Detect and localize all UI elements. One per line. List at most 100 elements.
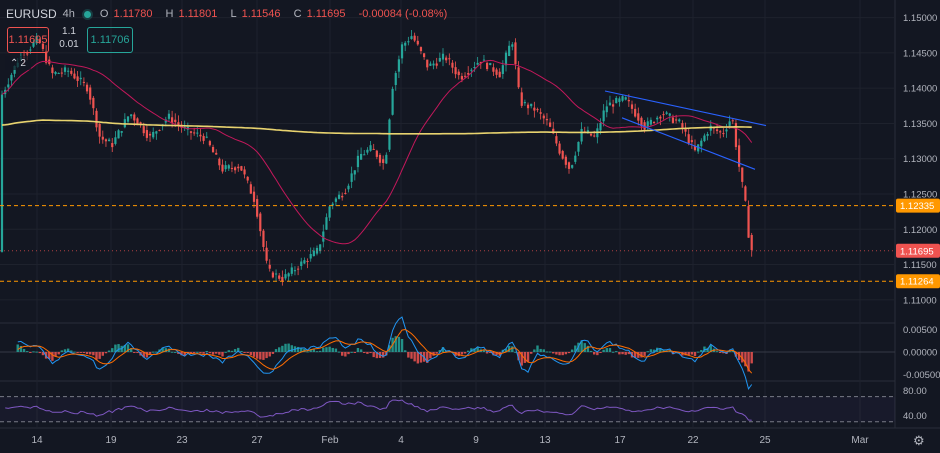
candle-body	[681, 123, 684, 128]
candle-body	[63, 67, 67, 72]
macd-histogram-bar	[659, 348, 662, 352]
macd-histogram-bar	[26, 351, 29, 353]
timeframe-label[interactable]: 4h	[62, 8, 75, 20]
candle-body	[38, 40, 41, 43]
candle-body	[419, 47, 423, 52]
candle-body	[221, 164, 224, 172]
candle-body	[240, 166, 243, 171]
x-tick-label: 25	[759, 435, 771, 446]
macd-histogram-bar	[381, 352, 385, 358]
macd-histogram-bar	[136, 352, 139, 354]
macd-histogram-bar	[429, 352, 432, 359]
candle-body	[155, 131, 158, 134]
candles	[0, 30, 753, 286]
candle-body	[375, 150, 378, 157]
macd-histogram-bar	[618, 352, 621, 355]
gear-icon[interactable]: ⚙	[913, 433, 925, 448]
macd-histogram-bar	[211, 352, 215, 355]
candle-body	[271, 272, 274, 278]
candle-body	[385, 154, 388, 164]
candle-body	[211, 147, 215, 153]
macd-histogram-bar	[76, 352, 79, 353]
macd-histogram-bar	[570, 349, 574, 352]
buy-button[interactable]: 1.11706	[87, 27, 133, 53]
macd-histogram-bar	[615, 351, 618, 353]
candle-body	[605, 106, 608, 113]
price-axis[interactable]: 1.15000 1.14500 1.14000 1.13500 1.13000 1.125…	[896, 13, 940, 422]
time-axis[interactable]: 14 19 23 27 Feb 4 9 13 17 22 25 Mar	[31, 435, 869, 446]
candle-body	[665, 112, 668, 114]
candle-body	[130, 114, 133, 117]
price-pane[interactable]	[0, 30, 895, 286]
macd-histogram-bar	[22, 348, 26, 352]
candle-body	[378, 154, 382, 163]
macd-histogram-bar	[114, 344, 117, 352]
macd-histogram-bar	[353, 352, 356, 353]
candle-body	[347, 185, 350, 190]
macd-histogram-bar	[438, 350, 442, 352]
rsi-pane[interactable]	[0, 396, 895, 423]
candle-body	[476, 62, 479, 65]
candle-body	[104, 139, 108, 142]
rsi-tick-label: 80.00	[903, 386, 927, 397]
candle-body	[451, 62, 454, 68]
macd-histogram-bar	[523, 352, 527, 363]
macd-tick-label: -0.00500	[903, 370, 940, 381]
macd-histogram-bar	[750, 352, 753, 364]
macd-histogram-bar	[41, 352, 45, 356]
candle-body	[126, 116, 130, 122]
candle-body	[356, 155, 360, 168]
candle-body	[256, 199, 259, 217]
candle-body	[586, 130, 589, 133]
candle-body	[416, 40, 419, 45]
candle-body	[564, 156, 567, 165]
macd-histogram-bar	[233, 349, 237, 352]
candle-body	[278, 275, 281, 279]
macd-histogram-bar	[728, 351, 731, 353]
macd-histogram-bar	[123, 344, 127, 352]
macd-histogram-bar	[602, 349, 605, 352]
macd-histogram-bar	[363, 352, 366, 353]
macd-histogram-bar	[517, 352, 520, 361]
macd-histogram-bar	[218, 352, 221, 355]
macd-histogram-bar	[564, 352, 568, 355]
x-tick-label: 27	[251, 435, 263, 446]
macd-histogram-bar	[133, 352, 136, 353]
price-tick-label: 1.13500	[903, 119, 937, 130]
macd-pane[interactable]	[0, 316, 895, 391]
candle-body	[646, 121, 649, 127]
indicators-toggle[interactable]: ⌃ 2	[5, 56, 31, 70]
sell-button[interactable]: 1.11695	[7, 27, 49, 53]
macd-histogram-bar	[142, 352, 145, 358]
candle-body	[700, 140, 703, 147]
macd-histogram-bar	[249, 352, 253, 356]
macd-histogram-bar	[199, 352, 202, 353]
macd-histogram-bar	[315, 351, 319, 353]
candle-body	[391, 88, 394, 115]
symbol-label[interactable]: EURUSD	[6, 7, 57, 21]
candle-body	[593, 135, 596, 137]
macd-histogram-bar	[306, 351, 309, 353]
macd-histogram-bar	[85, 352, 89, 355]
candle-body	[189, 131, 193, 133]
candle-body	[227, 165, 230, 169]
macd-histogram-bar	[174, 351, 177, 353]
macd-histogram-bar	[328, 346, 331, 352]
candle-body	[728, 121, 731, 126]
candle-body	[637, 113, 640, 121]
macd-histogram-bar	[413, 352, 416, 362]
candle-body	[312, 250, 315, 257]
macd-histogram-bar	[599, 352, 602, 353]
macd-histogram-bar	[640, 352, 643, 358]
candle-body	[60, 72, 63, 74]
candle-body	[662, 114, 665, 116]
macd-histogram-bar	[548, 351, 552, 353]
candle-body	[246, 176, 249, 181]
candle-body	[237, 166, 240, 169]
candle-body	[457, 71, 460, 76]
candle-body	[675, 119, 678, 121]
macd-histogram-bar	[255, 352, 259, 359]
candle-body	[634, 108, 637, 117]
candle-body	[95, 110, 98, 128]
